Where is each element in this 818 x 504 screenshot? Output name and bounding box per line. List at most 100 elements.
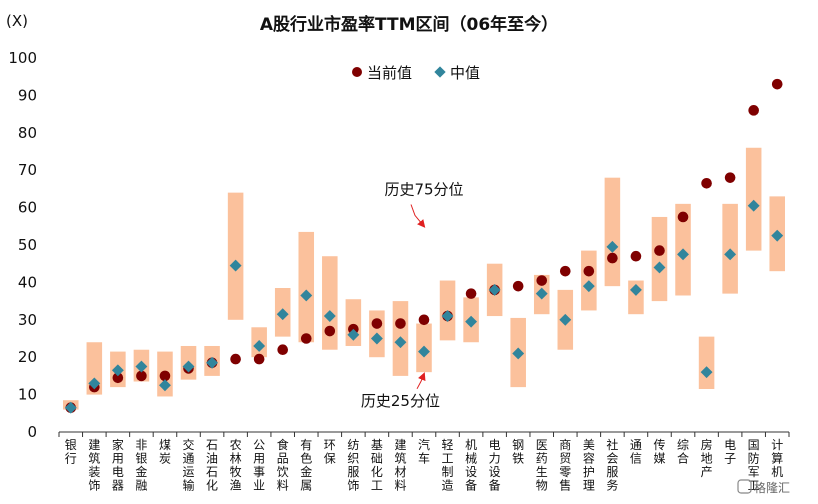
y-tick-label: 30	[18, 311, 37, 329]
legend: 当前值 中值	[352, 64, 480, 82]
current-value-point	[654, 245, 665, 256]
x-axis-labels: 银行建筑装饰家用电器非银金融煤炭交通运输石油石化农林牧渔公用事业食品饮料有色金属…	[65, 437, 783, 493]
current-value-point	[512, 280, 524, 292]
x-tick-label: 轻工制造	[442, 438, 454, 493]
current-value-points	[65, 78, 783, 413]
y-tick-label: 50	[18, 236, 37, 254]
current-value-point	[418, 314, 430, 326]
x-tick-label: 交通运输	[183, 437, 195, 493]
range-bar	[322, 256, 338, 350]
x-tick-label: 纺织服饰	[347, 438, 359, 493]
current-value-point	[371, 318, 383, 329]
median-point	[323, 310, 336, 322]
median-point	[488, 283, 501, 296]
legend-median-label: 中值	[450, 64, 480, 82]
x-tick-label: 商贸零售	[559, 437, 571, 493]
median-point	[111, 364, 124, 377]
current-value-point	[253, 353, 265, 365]
current-value-point	[230, 353, 241, 365]
y-axis-unit: (X)	[6, 12, 28, 30]
x-tick-label: 食品饮料	[277, 437, 289, 493]
median-point	[441, 310, 454, 322]
range-bar	[604, 177, 621, 287]
y-tick-label: 90	[18, 86, 37, 104]
x-tick-label: 建筑材料	[394, 438, 406, 493]
current-value-point	[112, 372, 124, 384]
range-bar	[745, 147, 762, 251]
median-point	[347, 328, 360, 341]
median-point	[64, 401, 77, 414]
current-value-point	[277, 344, 289, 356]
x-tick-label: 基础化工	[371, 438, 383, 493]
x-tick-label: 银行	[65, 438, 77, 466]
x-tick-label: 钢铁	[512, 438, 524, 466]
annotation-label: 历史75分位	[384, 181, 463, 199]
current-value-point	[465, 288, 477, 299]
median-point	[771, 229, 784, 242]
current-value-point	[300, 333, 312, 344]
median-point	[582, 280, 595, 293]
y-tick-label: 80	[18, 124, 37, 142]
current-value-point	[583, 265, 595, 277]
x-tick-label: 石油石化	[206, 438, 218, 493]
x-tick-label: 非银金融	[135, 438, 147, 493]
y-tick-label: 70	[18, 161, 37, 179]
x-tick-label: 社会服务	[606, 437, 618, 493]
current-value-point	[324, 325, 336, 337]
annotation-label: 历史25分位	[361, 392, 440, 410]
median-point	[629, 283, 642, 296]
median-point	[724, 248, 737, 261]
x-tick-label: 环保	[324, 438, 336, 466]
x-tick-label: 医药生物	[536, 438, 548, 493]
median-point	[700, 366, 713, 379]
current-value-point	[607, 252, 618, 264]
annotation-arrow	[416, 372, 426, 390]
median-point	[300, 289, 313, 302]
x-tick-label: 综合	[677, 438, 689, 466]
current-value-point	[395, 318, 406, 329]
median-point	[394, 336, 407, 349]
x-tick-label: 电子	[724, 438, 736, 466]
x-tick-label: 建筑装饰	[88, 438, 100, 493]
current-value-point	[136, 370, 147, 382]
x-tick-label: 农林牧渔	[230, 438, 242, 493]
chart-title: A股行业市盈率TTM区间（06年至今）	[260, 14, 558, 35]
watermark-text: 格隆汇	[754, 480, 790, 495]
watermark: 格隆汇	[737, 479, 790, 495]
range-bar	[651, 216, 668, 302]
y-tick-label: 20	[18, 348, 37, 366]
x-axis-ticks	[58, 432, 790, 437]
watermark-logo-icon	[737, 479, 752, 494]
median-point	[276, 308, 289, 321]
current-value-point	[724, 172, 736, 183]
annotation-arrow	[410, 204, 426, 228]
legend-median-marker	[434, 66, 446, 78]
median-point	[370, 332, 383, 345]
x-tick-label: 房地产	[701, 437, 713, 479]
x-tick-label: 公用事业	[253, 438, 265, 493]
y-axis-ticks: 0 10 20 30 40 50 60 70 80 90 100	[8, 49, 37, 441]
legend-current-label: 当前值	[367, 64, 412, 82]
median-point	[465, 315, 478, 328]
x-tick-label: 通信	[630, 438, 642, 466]
range-bar	[698, 336, 715, 389]
x-tick-label: 电力设备	[489, 438, 501, 493]
range-bar	[227, 192, 244, 320]
current-value-point	[630, 250, 642, 262]
y-tick-label: 40	[18, 273, 37, 291]
current-value-point	[536, 275, 548, 286]
y-tick-label: 10	[18, 386, 37, 404]
median-point	[418, 345, 430, 358]
current-value-point	[559, 265, 571, 277]
current-value-point	[771, 78, 783, 90]
y-tick-label: 60	[18, 199, 37, 217]
median-point	[606, 240, 619, 253]
x-tick-label: 有色金属	[300, 438, 312, 493]
y-tick-label: 100	[8, 49, 37, 67]
x-tick-label: 计算机	[771, 438, 783, 479]
current-value-point	[677, 211, 689, 223]
x-tick-label: 机械设备	[465, 438, 477, 493]
median-point	[653, 261, 666, 274]
